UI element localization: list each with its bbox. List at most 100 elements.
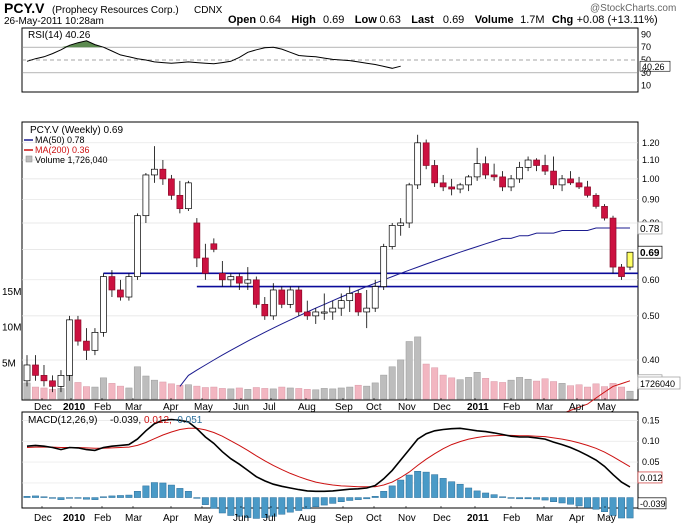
- volume-axis-label: 5M: [2, 358, 16, 369]
- macd-histogram-bar: [32, 495, 39, 498]
- volume-bar: [201, 387, 209, 400]
- macd-histogram-bar: [346, 497, 354, 501]
- macd-histogram-bar: [23, 496, 31, 498]
- volume-bar: [567, 385, 574, 400]
- volume-bar: [609, 383, 617, 400]
- macd-tick-label: 0.15: [642, 415, 660, 425]
- x-axis-label: Feb: [94, 402, 112, 413]
- volume-value-label: 1726040: [640, 379, 675, 389]
- macd-histogram-bar: [473, 490, 481, 498]
- volume-bar: [601, 386, 608, 400]
- candle-body: [524, 159, 532, 168]
- x-axis-label: Jul: [263, 513, 276, 524]
- candle-body: [541, 165, 549, 172]
- macd-histogram-bar: [66, 497, 73, 499]
- rsi-tick-label: 10: [641, 81, 651, 91]
- volume-bar: [91, 386, 99, 400]
- x-axis-label: Dec: [433, 513, 451, 524]
- candle-body: [456, 184, 464, 190]
- candle-body: [83, 340, 90, 351]
- price-tick-label: 1.10: [642, 155, 660, 165]
- macd-histogram-bar: [193, 497, 201, 499]
- volume-bar: [235, 387, 243, 400]
- x-axis-label: Nov: [398, 402, 416, 413]
- volume-bar: [210, 386, 218, 400]
- macd-histogram-bar: [533, 497, 541, 500]
- quote-row: Open 0.64 High 0.69 Low 0.63 Last 0.69 Volume 1.7…: [228, 14, 658, 26]
- candle-body: [626, 251, 634, 268]
- volume-bar: [142, 375, 150, 400]
- macd-histogram-bar: [516, 497, 524, 500]
- candle-body: [592, 194, 600, 207]
- x-axis-label: 2010: [63, 513, 86, 524]
- candle-body: [397, 222, 405, 226]
- volume-bar: [312, 389, 320, 400]
- macd-histogram-bar: [49, 497, 56, 499]
- volume-bar: [286, 387, 294, 400]
- quote-label: Volume: [475, 14, 514, 26]
- x-axis-label: Mar: [125, 402, 143, 413]
- volume-axis-label: 15M: [2, 287, 21, 298]
- macd-histogram-bar: [541, 497, 549, 501]
- macd-histogram-bar: [303, 497, 311, 510]
- x-axis-label: Apr: [163, 402, 179, 413]
- volume-bar: [320, 388, 328, 400]
- price-tick-label: 1.00: [642, 174, 660, 184]
- volume-axis-label: 10M: [2, 323, 21, 334]
- x-axis-label: Dec: [433, 402, 451, 413]
- quote-value: +0.08 (+13.11%): [577, 14, 658, 26]
- macd-histogram-bar: [40, 496, 48, 498]
- candle-body: [295, 289, 303, 313]
- macd-histogram-bar: [337, 497, 345, 502]
- candle-body: [151, 168, 158, 176]
- x-axis-label: 2010: [63, 402, 86, 413]
- exchange-name: CDNX: [194, 5, 223, 16]
- macd-value-text: -0.039,: [110, 415, 141, 426]
- volume-bar: [397, 359, 405, 400]
- macd-line: [26, 418, 631, 493]
- macd-panel: 0.15 0.10 0.05 0.012 -0.039 MACD(12,26,9) -0.…: [21, 411, 667, 519]
- macd-histogram-bar: [482, 492, 490, 498]
- volume-bar: [371, 382, 379, 400]
- macd-histogram-bar: [329, 497, 337, 504]
- volume-bar: [32, 386, 39, 400]
- volume-bar: [261, 388, 269, 400]
- price-tick-label: 0.50: [642, 311, 660, 321]
- volume-bar: [83, 386, 90, 400]
- price-tick-label: 1.20: [642, 138, 660, 148]
- macd-histogram-bar: [150, 482, 158, 498]
- x-axis-label: May: [194, 513, 213, 524]
- volume-bar: [244, 389, 252, 400]
- macd-histogram-bar: [626, 497, 634, 519]
- macd-histogram-bar: [125, 494, 133, 498]
- macd-histogram-bar: [422, 471, 430, 498]
- candle-body: [465, 176, 472, 186]
- candle-body: [159, 168, 167, 180]
- macd-histogram-bar: [558, 497, 566, 504]
- rsi-tick-label: 30: [641, 68, 651, 78]
- macd-histogram-bar: [167, 484, 175, 498]
- quote-label: Low: [355, 14, 377, 26]
- macd-histogram-bar: [609, 497, 617, 516]
- candle-body: [57, 375, 65, 387]
- volume-bar: [482, 378, 490, 400]
- volume-bar: [558, 383, 566, 400]
- volume-bar: [448, 377, 456, 400]
- macd-histogram-bar: [320, 497, 328, 506]
- x-axis-label: Jun: [233, 402, 249, 413]
- candle-body: [448, 186, 455, 190]
- candle-body: [168, 178, 175, 196]
- volume-bar: [303, 389, 311, 400]
- volume-bar: [74, 382, 82, 400]
- macd-histogram-bar: [57, 497, 65, 500]
- chart-date: 26-May-2011 10:28am: [4, 16, 104, 27]
- candle-body: [108, 276, 116, 291]
- macd-histogram-bar: [507, 497, 515, 499]
- candle-body: [312, 311, 320, 317]
- volume-bar: [116, 385, 124, 400]
- candle-body: [363, 307, 371, 313]
- quote-value: 0.69: [323, 14, 344, 26]
- macd-histogram-bar: [524, 497, 532, 500]
- rsi-tick-label: 50: [641, 55, 651, 65]
- candle-body: [346, 293, 354, 302]
